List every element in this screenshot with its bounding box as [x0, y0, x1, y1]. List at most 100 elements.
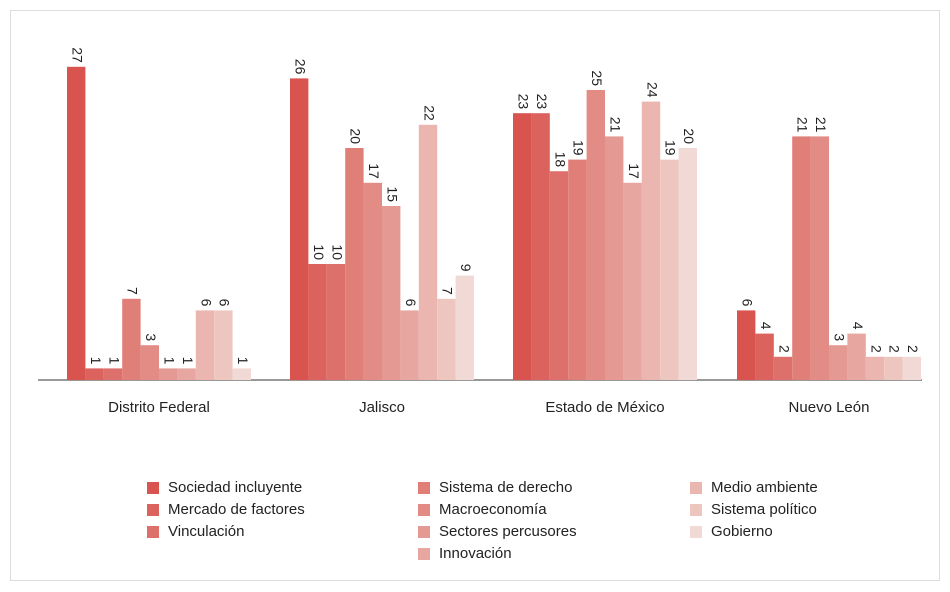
value-label: 7 — [440, 287, 456, 295]
value-label: 19 — [571, 140, 587, 156]
bar — [308, 264, 327, 380]
x-tick-label: Jalisco — [359, 399, 405, 416]
bar — [437, 298, 456, 380]
value-label: 21 — [813, 117, 829, 133]
value-label: 21 — [607, 117, 623, 133]
value-label: 10 — [329, 244, 345, 260]
value-label: 1 — [235, 357, 251, 365]
legend-label: Gobierno — [711, 523, 773, 540]
value-label: 19 — [663, 140, 679, 156]
bar — [884, 356, 903, 380]
value-label: 6 — [217, 299, 233, 307]
value-label: 2 — [868, 345, 884, 353]
value-label: 22 — [421, 105, 437, 121]
bar — [586, 90, 605, 380]
legend-swatch — [690, 504, 702, 516]
value-label: 15 — [384, 186, 400, 202]
bar — [773, 356, 793, 380]
bar — [232, 368, 251, 380]
value-label: 17 — [626, 163, 642, 179]
legend-swatch — [690, 526, 702, 538]
bar — [418, 124, 438, 380]
bar — [290, 78, 309, 381]
bar — [140, 345, 159, 380]
bar — [605, 136, 624, 380]
value-label: 2 — [776, 345, 792, 353]
bar — [67, 66, 86, 381]
value-label: 2 — [905, 345, 921, 353]
bar — [641, 101, 661, 380]
value-label: 1 — [161, 357, 177, 365]
legend-swatch — [147, 504, 159, 516]
bar — [678, 148, 697, 380]
value-label: 1 — [106, 357, 122, 365]
bar — [568, 159, 587, 380]
value-label: 9 — [458, 264, 474, 272]
value-label: 7 — [125, 287, 141, 295]
bar — [737, 310, 756, 380]
bar — [660, 159, 679, 380]
bar — [382, 206, 401, 380]
value-label: 2 — [887, 345, 903, 353]
bar — [195, 310, 215, 380]
bar — [513, 113, 532, 380]
bar — [455, 275, 474, 380]
bar — [810, 136, 829, 380]
bar — [829, 345, 848, 380]
bar — [177, 368, 196, 380]
value-label: 18 — [552, 152, 568, 168]
bar — [122, 298, 141, 380]
legend-swatch — [690, 482, 702, 494]
bar — [103, 368, 123, 380]
bar — [792, 136, 811, 380]
legend-swatch — [418, 482, 430, 494]
value-label: 27 — [69, 47, 85, 63]
value-label: 3 — [143, 333, 159, 341]
value-label: 3 — [831, 333, 847, 341]
bar — [623, 182, 642, 380]
bar — [400, 310, 419, 380]
value-label: 17 — [366, 163, 382, 179]
frame — [10, 10, 940, 581]
legend-label: Mercado de factores — [168, 501, 305, 518]
bar — [865, 356, 885, 380]
legend-label: Sistema político — [711, 501, 817, 518]
bar — [363, 182, 382, 380]
legend-label: Innovación — [439, 545, 512, 562]
value-label: 6 — [403, 299, 419, 307]
x-tick-label: Distrito Federal — [108, 399, 210, 416]
value-label: 23 — [515, 94, 531, 110]
bar — [326, 264, 346, 380]
x-tick-label: Nuevo León — [789, 399, 870, 416]
bar — [755, 333, 774, 380]
value-label: 23 — [534, 94, 550, 110]
value-label: 21 — [795, 117, 811, 133]
bar — [531, 113, 550, 380]
value-label: 1 — [88, 357, 104, 365]
legend-swatch — [418, 504, 430, 516]
legend-label: Macroeconomía — [439, 501, 547, 518]
value-label: 26 — [292, 59, 308, 75]
value-label: 24 — [644, 82, 660, 98]
value-label: 4 — [758, 322, 774, 330]
value-label: 4 — [850, 322, 866, 330]
legend-label: Medio ambiente — [711, 479, 818, 496]
value-label: 20 — [681, 128, 697, 144]
bar — [214, 310, 233, 380]
bar — [85, 368, 104, 380]
bar — [847, 333, 866, 380]
value-label: 25 — [589, 70, 605, 86]
legend-label: Sistema de derecho — [439, 479, 572, 496]
legend-swatch — [418, 526, 430, 538]
bar — [902, 356, 921, 380]
bar — [549, 171, 569, 380]
legend-swatch — [418, 548, 430, 560]
legend-label: Sectores percusores — [439, 523, 577, 540]
value-label: 10 — [311, 244, 327, 260]
legend-label: Vinculación — [168, 523, 244, 540]
value-label: 1 — [180, 357, 196, 365]
legend-label: Sociedad incluyente — [168, 479, 302, 496]
bar — [159, 368, 178, 380]
legend-swatch — [147, 526, 159, 538]
